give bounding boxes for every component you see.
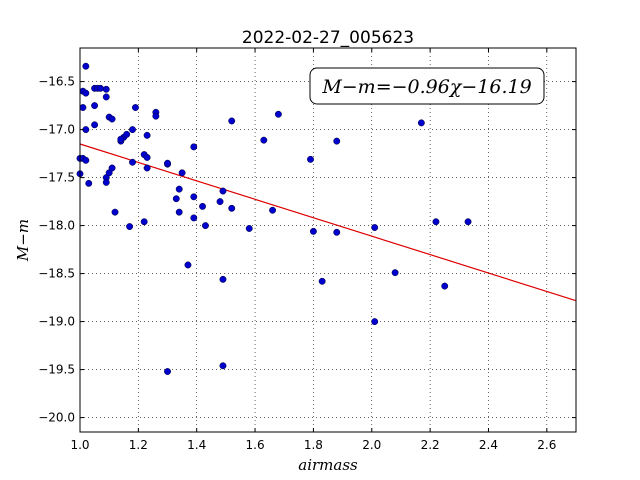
data-point (140, 218, 148, 226)
data-point (82, 89, 90, 97)
data-point (79, 104, 87, 111)
data-point (102, 93, 110, 101)
x-tick-label: 1.0 (70, 438, 89, 452)
data-point (126, 223, 134, 231)
fit-line (79, 143, 577, 302)
data-point (143, 153, 151, 161)
data-point (391, 269, 399, 277)
data-point (228, 204, 236, 212)
x-tick-label: 2.0 (362, 438, 381, 452)
data-point (371, 224, 379, 231)
data-point (307, 155, 314, 163)
data-point (108, 164, 116, 172)
data-point (219, 362, 227, 370)
grid-lines (79, 48, 576, 432)
data-point (129, 158, 136, 166)
x-tick-label: 2.6 (537, 438, 556, 452)
x-tick-labels: 1.0 1.2 1.4 1.6 1.8 2.0 2.2 2.4 2.6 (70, 438, 556, 452)
x-axis-label: airmass (298, 456, 358, 474)
data-point (202, 222, 209, 230)
y-tick-label: −19.5 (38, 363, 75, 377)
x-tick-label: 1.4 (187, 438, 206, 452)
data-point (309, 227, 317, 235)
data-point (129, 126, 136, 134)
data-point (228, 117, 236, 125)
x-tick-label: 1.8 (304, 438, 323, 452)
data-point (269, 206, 277, 214)
data-point (164, 159, 171, 167)
data-point (164, 368, 171, 375)
data-point (91, 102, 99, 110)
data-point (199, 202, 206, 210)
fit-annotation: M−m=−0.96χ−16.19 (309, 67, 545, 105)
annotation-text: M−m=−0.96χ−16.19 (321, 76, 531, 98)
data-point (417, 119, 425, 127)
annotation-box (309, 67, 545, 105)
y-tick-label: −20.0 (38, 411, 75, 425)
y-tick-labels: −16.5 −17.0 −17.5 −18.0 −18.5 −19.0 −19.5 −20.0 (38, 75, 75, 425)
data-points (76, 62, 472, 375)
data-point (432, 218, 440, 226)
data-point (245, 225, 253, 232)
data-point (441, 282, 449, 290)
data-point (175, 208, 183, 216)
x-tick-label: 1.6 (246, 438, 265, 452)
y-axis-label: M−m (14, 219, 32, 262)
data-point (464, 218, 472, 226)
data-point (172, 195, 180, 203)
data-point (108, 115, 116, 123)
y-tick-label: −17.5 (38, 171, 75, 185)
data-point (184, 261, 192, 269)
x-tick-label: 1.2 (129, 438, 148, 452)
data-point (219, 275, 227, 283)
data-point (190, 193, 198, 201)
data-point (143, 164, 151, 172)
data-point (371, 318, 379, 326)
data-point (85, 179, 93, 187)
data-point (131, 104, 139, 111)
fit-line-layer (79, 143, 577, 302)
axis-ticks (79, 48, 576, 432)
y-tick-label: −17.0 (38, 123, 75, 137)
data-point (219, 187, 227, 195)
data-point (333, 137, 341, 145)
x-tick-label: 2.2 (421, 438, 440, 452)
data-point (96, 84, 104, 92)
data-point (260, 136, 268, 144)
y-tick-label: −19.0 (38, 315, 75, 329)
data-point (190, 214, 198, 222)
data-point (333, 228, 341, 236)
plot-frame (79, 47, 577, 433)
y-tick-label: −18.0 (38, 219, 75, 233)
x-tick-label: 2.4 (479, 438, 498, 452)
data-point (178, 169, 186, 177)
data-point (91, 121, 99, 129)
data-point (102, 85, 110, 93)
data-point (102, 178, 110, 186)
data-point (175, 185, 183, 193)
data-point (111, 208, 119, 216)
data-point (143, 131, 151, 139)
y-tick-label: −16.5 (38, 75, 75, 89)
data-point (190, 143, 198, 151)
data-point (152, 112, 160, 120)
data-point (318, 277, 326, 285)
data-point (123, 130, 131, 138)
chart-title: 2022-02-27_005623 (242, 28, 414, 48)
data-point (117, 135, 125, 143)
data-point (82, 156, 90, 164)
data-point (82, 62, 90, 70)
data-point (216, 198, 224, 206)
data-point (274, 110, 282, 118)
y-tick-label: −18.5 (38, 267, 75, 281)
